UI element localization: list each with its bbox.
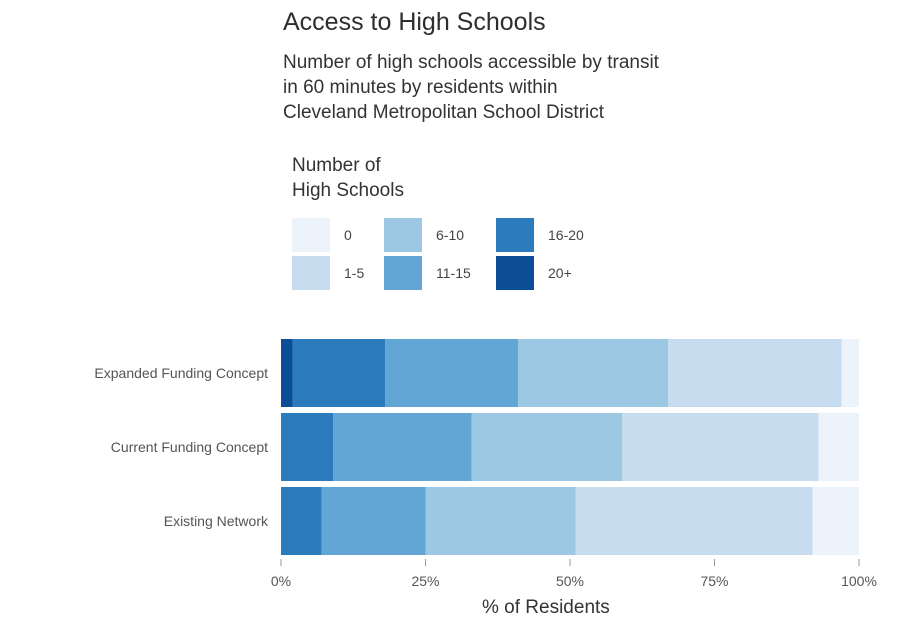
bar-segment-existing-network-11-15 — [321, 487, 426, 555]
category-label-expanded-funding-concept: Expanded Funding Concept — [94, 365, 268, 381]
bar-segment-current-funding-concept-1-5 — [622, 413, 819, 481]
bar-segment-existing-network-0 — [812, 487, 859, 555]
subtitle-line-1: Number of high schools accessible by tra… — [283, 52, 659, 73]
bar-segment-existing-network-1-5 — [575, 487, 813, 555]
legend-label-20-plus: 20+ — [548, 265, 572, 281]
legend-swatch-6-10 — [384, 218, 422, 252]
subtitle-line-2: in 60 minutes by residents within — [283, 77, 558, 98]
category-label-existing-network: Existing Network — [164, 513, 269, 529]
bar-segment-expanded-funding-concept-0 — [841, 339, 859, 407]
legend-swatch-0 — [292, 218, 330, 252]
legend-swatch-16-20 — [496, 218, 534, 252]
legend-item-0: 0 — [292, 218, 352, 252]
legend-item-11-15: 11-15 — [384, 256, 471, 290]
legend-item-6-10: 6-10 — [384, 218, 464, 252]
legend-item-16-20: 16-20 — [496, 218, 584, 252]
x-tick-label-1: 25% — [411, 573, 439, 589]
legend-title-line-2: High Schools — [292, 180, 404, 201]
legend-title: Number of High Schools — [292, 153, 492, 203]
legend-label-16-20: 16-20 — [548, 227, 584, 243]
bar-segment-expanded-funding-concept-16-20 — [292, 339, 386, 407]
legend-label-6-10: 6-10 — [436, 227, 465, 243]
legend-title-line-1: Number of — [292, 155, 381, 176]
bar-segment-current-funding-concept-16-20 — [281, 413, 334, 481]
legend-item-1-5: 1-5 — [292, 256, 364, 290]
category-label-current-funding-concept: Current Funding Concept — [111, 439, 268, 455]
bar-segment-existing-network-6-10 — [425, 487, 576, 555]
bar-segment-expanded-funding-concept-20-plus — [281, 339, 293, 407]
legend-item-20-plus: 20+ — [496, 256, 572, 290]
x-axis-label: % of Residents — [482, 597, 610, 618]
bar-segment-current-funding-concept-11-15 — [333, 413, 472, 481]
bar-segment-current-funding-concept-6-10 — [471, 413, 623, 481]
x-tick-label-2: 50% — [556, 573, 584, 589]
x-tick-label-0: 0% — [271, 573, 291, 589]
legend-swatch-1-5 — [292, 256, 330, 290]
legend-label-1-5: 1-5 — [344, 265, 365, 281]
bar-segment-expanded-funding-concept-6-10 — [517, 339, 669, 407]
bar-segment-current-funding-concept-0 — [818, 413, 859, 481]
subtitle-line-3: Cleveland Metropolitan School District — [283, 102, 605, 123]
bar-segment-expanded-funding-concept-1-5 — [668, 339, 842, 407]
legend-label-0: 0 — [344, 227, 352, 243]
bar-segment-expanded-funding-concept-11-15 — [385, 339, 518, 407]
chart-title: Access to High Schools — [283, 8, 546, 36]
x-tick-label-3: 75% — [700, 573, 728, 589]
legend-label-11-15: 11-15 — [436, 265, 471, 281]
chart-subtitle: Number of high schools accessible by tra… — [283, 50, 843, 125]
x-tick-label-4: 100% — [841, 573, 877, 589]
bar-segment-existing-network-16-20 — [281, 487, 322, 555]
legend-swatch-20-plus — [496, 256, 534, 290]
legend-swatch-11-15 — [384, 256, 422, 290]
